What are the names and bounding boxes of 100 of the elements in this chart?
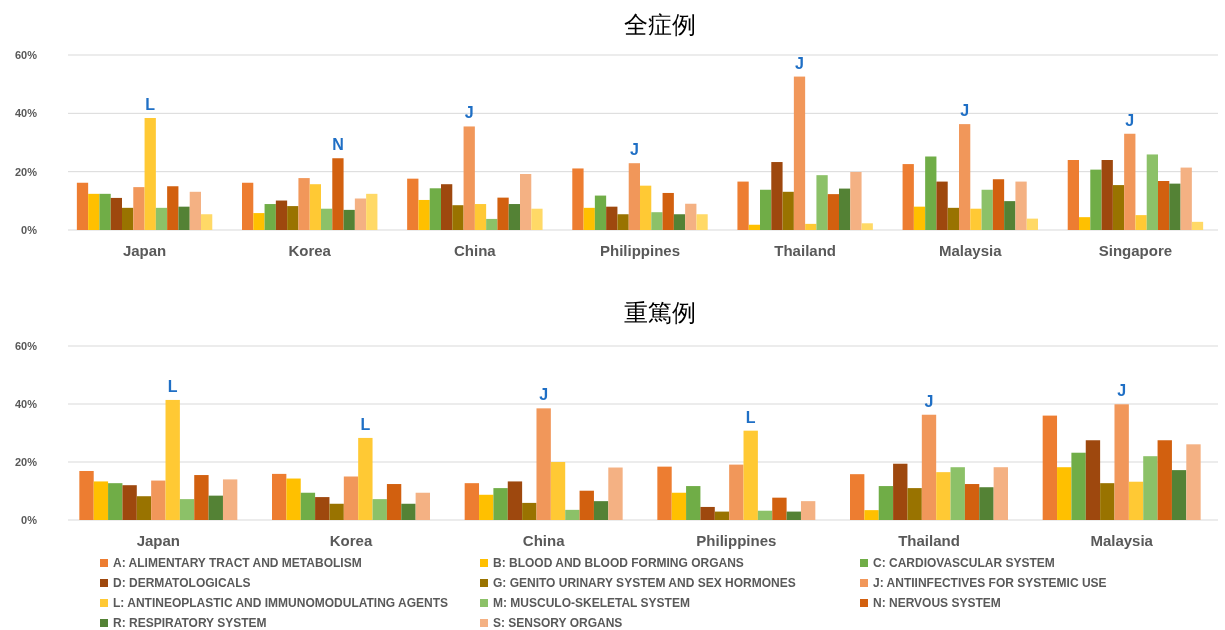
bar (1015, 181, 1027, 230)
bar (1128, 481, 1144, 520)
x-tick-label: Japan (136, 532, 181, 549)
bar (536, 408, 551, 520)
bar (418, 199, 430, 230)
annotation: L (360, 415, 371, 433)
bar (151, 480, 166, 520)
bar (343, 476, 359, 520)
bar (366, 193, 378, 230)
bar (1146, 154, 1158, 230)
bar (673, 214, 686, 230)
bar (729, 464, 744, 520)
bar (108, 483, 123, 520)
bar (1026, 218, 1038, 230)
bar (136, 496, 152, 520)
bar (300, 492, 316, 520)
annotation: J (1125, 111, 1135, 129)
bar (864, 510, 879, 520)
bar (493, 488, 508, 520)
bar (76, 182, 89, 230)
bar (950, 467, 965, 520)
bar (189, 191, 201, 230)
bar (878, 486, 894, 520)
bar (1085, 440, 1101, 520)
bar (358, 437, 373, 520)
bar (800, 501, 816, 520)
bar (565, 509, 580, 520)
bar (964, 484, 980, 520)
bar (1090, 169, 1102, 230)
x-tick-label: Philippines (696, 532, 777, 549)
bar (760, 189, 772, 230)
bar (155, 207, 168, 230)
bar (1100, 483, 1115, 520)
bar (696, 214, 708, 230)
bar (1180, 167, 1192, 230)
bar (959, 124, 971, 230)
bar (782, 191, 794, 230)
bar (329, 503, 344, 520)
bar (947, 207, 959, 230)
bar (401, 503, 416, 520)
bar (88, 193, 100, 230)
x-tick-label: China (522, 532, 566, 549)
bar (651, 212, 663, 230)
bar (463, 126, 475, 230)
bar (748, 224, 760, 230)
bar (508, 204, 520, 230)
bar (79, 470, 94, 520)
x-tick-label: Malaysia (1090, 532, 1154, 549)
bar (386, 484, 402, 520)
bar (594, 195, 607, 230)
bar (1124, 133, 1136, 230)
bar (415, 492, 430, 520)
x-tick-label: Philippines (599, 242, 681, 259)
bar (685, 203, 697, 230)
bar (608, 467, 623, 520)
y-tick-label: 20% (14, 456, 38, 468)
bar (354, 198, 367, 230)
bar (936, 181, 948, 230)
bar (657, 466, 672, 520)
legend-label: B: BLOOD AND BLOOD FORMING ORGANS (493, 556, 744, 570)
bar (662, 192, 674, 230)
x-tick-label: Korea (288, 242, 332, 259)
chart-title: 全症例 (624, 11, 696, 39)
bar (827, 194, 839, 230)
bar (907, 488, 922, 520)
bar (572, 168, 584, 230)
bar (1143, 456, 1158, 520)
bar (167, 186, 179, 230)
bar (474, 204, 487, 230)
y-tick-label: 40% (14, 107, 38, 120)
bar (1101, 160, 1113, 230)
bar (343, 209, 355, 230)
annotation: L (167, 377, 178, 395)
bar (407, 178, 419, 230)
legend-label: L: ANTINEOPLASTIC AND IMMUNOMODULATING AGENTS (113, 596, 449, 610)
bar (165, 399, 180, 520)
x-tick-label: Japan (122, 242, 167, 259)
bar (522, 502, 537, 520)
bar (1004, 201, 1016, 230)
annotation: J (629, 141, 639, 159)
bar (242, 182, 254, 230)
annotation: J (1117, 382, 1127, 400)
x-tick-label: Korea (329, 532, 373, 549)
x-tick-label: Thailand (898, 532, 960, 549)
bar (805, 223, 817, 230)
bar (1079, 217, 1091, 230)
bar (970, 208, 982, 230)
bar (464, 483, 480, 520)
bar (452, 205, 464, 230)
bar (772, 497, 787, 520)
bar (321, 208, 333, 230)
legend-label: N: NERVOUS SYSTEM (873, 596, 1001, 610)
bar (786, 511, 801, 520)
bar (272, 473, 287, 520)
bar (700, 506, 715, 520)
bar (793, 76, 806, 230)
bar (757, 510, 773, 520)
bar (1067, 160, 1079, 230)
annotation: J (960, 102, 970, 120)
annotation: J (795, 54, 804, 72)
